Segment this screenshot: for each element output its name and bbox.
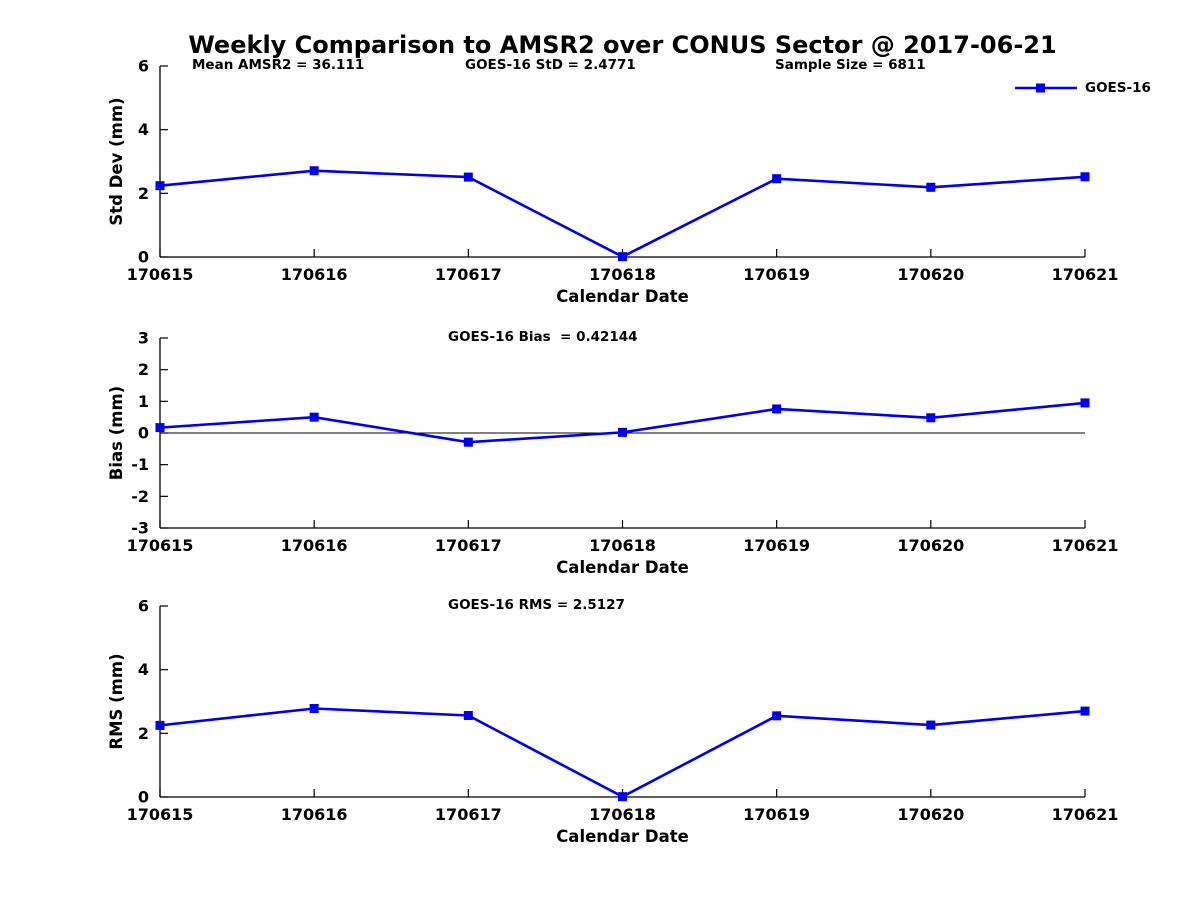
data-point-marker	[463, 172, 473, 182]
x-tick-label: 170616	[281, 536, 348, 555]
data-point-marker	[772, 711, 782, 721]
annotation-mean-amsr2: Mean AMSR2 = 36.111	[192, 57, 365, 73]
y-tick-label: 6	[138, 597, 149, 616]
data-point-marker	[155, 423, 165, 433]
y-tick-label: -2	[131, 487, 149, 506]
data-point-marker	[309, 704, 319, 714]
x-tick-label: 170618	[589, 536, 656, 555]
y-tick-label: 0	[138, 248, 149, 267]
y-tick-label: 6	[138, 57, 149, 76]
x-tick-label: 170616	[281, 265, 348, 284]
data-point-marker	[155, 720, 165, 730]
x-tick-label: 170619	[743, 536, 810, 555]
data-point-marker	[1080, 398, 1090, 408]
annotation-goes16-rms: GOES-16 RMS = 2.5127	[448, 597, 625, 613]
annotation-sample-size: Sample Size = 6811	[775, 57, 926, 73]
x-tick-label: 170615	[127, 805, 194, 824]
data-point-marker	[309, 412, 319, 422]
data-point-marker	[309, 166, 319, 176]
legend-line-marker-icon	[1015, 83, 1077, 93]
x-tick-label: 170621	[1052, 265, 1119, 284]
x-tick-label: 170620	[897, 536, 964, 555]
data-point-marker	[772, 404, 782, 414]
x-tick-label: 170618	[589, 805, 656, 824]
y-tick-label: 3	[138, 329, 149, 348]
data-point-marker	[772, 174, 782, 184]
x-axis-label: Calendar Date	[556, 827, 689, 846]
y-tick-label: -1	[131, 455, 149, 474]
series-line-goes-16	[159, 707, 1086, 799]
y-tick-label: 2	[138, 184, 149, 203]
data-point-marker	[618, 252, 627, 262]
x-tick-label: 170621	[1052, 536, 1119, 555]
y-tick-label: 4	[138, 120, 149, 139]
y-tick-label: -3	[131, 519, 149, 538]
y-axis-label: RMS (mm)	[107, 653, 126, 749]
data-point-marker	[926, 182, 936, 192]
x-axis-label: Calendar Date	[556, 287, 689, 306]
data-point-marker	[1080, 172, 1090, 182]
x-tick-label: 170620	[897, 265, 964, 284]
x-tick-label: 170621	[1052, 805, 1119, 824]
data-point-marker	[463, 437, 473, 447]
x-tick-label: 170619	[743, 805, 810, 824]
y-tick-label: 2	[138, 360, 149, 379]
x-tick-label: 170618	[589, 265, 656, 284]
y-axis-label: Std Dev (mm)	[107, 97, 126, 225]
annotation-goes16-std: GOES-16 StD = 2.4771	[465, 57, 636, 73]
y-tick-label: 1	[138, 392, 149, 411]
annotation-goes16-bias: GOES-16 Bias = 0.42144	[448, 329, 638, 345]
x-tick-label: 170615	[127, 536, 194, 555]
data-point-marker	[618, 792, 627, 802]
x-tick-label: 170619	[743, 265, 810, 284]
x-tick-label: 170617	[435, 805, 502, 824]
data-point-marker	[618, 427, 627, 437]
figure-title: Weekly Comparison to AMSR2 over CONUS Se…	[188, 31, 1057, 59]
data-point-marker	[926, 413, 936, 423]
y-axis-label: Bias (mm)	[107, 386, 126, 480]
data-point-marker	[1080, 706, 1090, 716]
x-tick-label: 170616	[281, 805, 348, 824]
x-tick-label: 170620	[897, 805, 964, 824]
y-tick-label: 0	[138, 788, 149, 807]
legend: GOES-16	[1015, 80, 1151, 96]
data-point-marker	[155, 181, 165, 191]
x-tick-label: 170617	[435, 536, 502, 555]
y-tick-label: 4	[138, 660, 149, 679]
legend-marker	[1036, 83, 1045, 93]
data-point-marker	[463, 711, 473, 721]
x-axis-label: Calendar Date	[556, 558, 689, 577]
series-line-goes-16	[159, 169, 1086, 259]
legend-label: GOES-16	[1085, 80, 1151, 96]
y-tick-label: 2	[138, 724, 149, 743]
y-tick-label: 0	[138, 424, 149, 443]
data-point-marker	[926, 720, 936, 730]
x-tick-label: 170617	[435, 265, 502, 284]
x-tick-label: 170615	[127, 265, 194, 284]
